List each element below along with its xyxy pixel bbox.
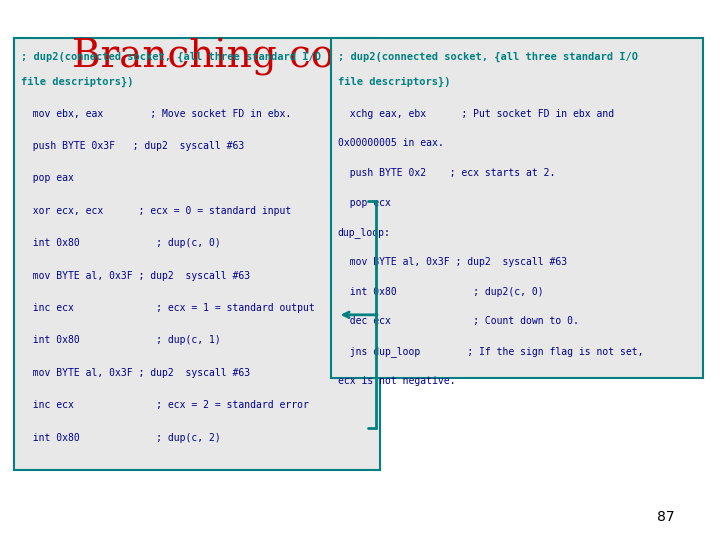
Text: int 0x80             ; dup(c, 1): int 0x80 ; dup(c, 1) [22, 335, 221, 346]
FancyBboxPatch shape [14, 38, 380, 470]
Text: 87: 87 [657, 510, 675, 524]
Text: inc ecx              ; ecx = 1 = standard output: inc ecx ; ecx = 1 = standard output [22, 303, 315, 313]
Text: inc ecx              ; ecx = 2 = standard error: inc ecx ; ecx = 2 = standard error [22, 400, 310, 410]
Text: push BYTE 0x2    ; ecx starts at 2.: push BYTE 0x2 ; ecx starts at 2. [338, 168, 555, 178]
Text: xchg eax, ebx      ; Put socket FD in ebx and: xchg eax, ebx ; Put socket FD in ebx and [338, 109, 614, 119]
Text: mov BYTE al, 0x3F ; dup2  syscall #63: mov BYTE al, 0x3F ; dup2 syscall #63 [22, 368, 251, 378]
Text: int 0x80             ; dup2(c, 0): int 0x80 ; dup2(c, 0) [338, 287, 544, 297]
FancyBboxPatch shape [330, 38, 703, 378]
Text: push BYTE 0x3F   ; dup2  syscall #63: push BYTE 0x3F ; dup2 syscall #63 [22, 141, 245, 151]
Text: Branching control structures: Branching control structures [73, 38, 645, 76]
Text: ; dup2(connected socket, {all three standard I/O: ; dup2(connected socket, {all three stan… [22, 51, 321, 62]
Text: int 0x80             ; dup(c, 0): int 0x80 ; dup(c, 0) [22, 238, 221, 248]
Text: pop ecx: pop ecx [338, 198, 390, 208]
Text: dup_loop:: dup_loop: [338, 227, 390, 238]
Text: mov BYTE al, 0x3F ; dup2  syscall #63: mov BYTE al, 0x3F ; dup2 syscall #63 [22, 271, 251, 281]
Text: mov ebx, eax        ; Move socket FD in ebx.: mov ebx, eax ; Move socket FD in ebx. [22, 109, 292, 119]
Text: file descriptors}): file descriptors}) [338, 77, 450, 87]
Text: 0x00000005 in eax.: 0x00000005 in eax. [338, 138, 444, 149]
Text: dec ecx              ; Count down to 0.: dec ecx ; Count down to 0. [338, 316, 579, 327]
Text: ; dup2(connected socket, {all three standard I/O: ; dup2(connected socket, {all three stan… [338, 51, 638, 62]
Text: mov BYTE al, 0x3F ; dup2  syscall #63: mov BYTE al, 0x3F ; dup2 syscall #63 [338, 257, 567, 267]
Text: file descriptors}): file descriptors}) [22, 77, 134, 87]
Text: ecx is not negative.: ecx is not negative. [338, 376, 455, 386]
Text: xor ecx, ecx      ; ecx = 0 = standard input: xor ecx, ecx ; ecx = 0 = standard input [22, 206, 292, 216]
Text: int 0x80             ; dup(c, 2): int 0x80 ; dup(c, 2) [22, 433, 221, 443]
Text: jns dup_loop        ; If the sign flag is not set,: jns dup_loop ; If the sign flag is not s… [338, 346, 643, 357]
Text: pop eax: pop eax [22, 173, 74, 184]
